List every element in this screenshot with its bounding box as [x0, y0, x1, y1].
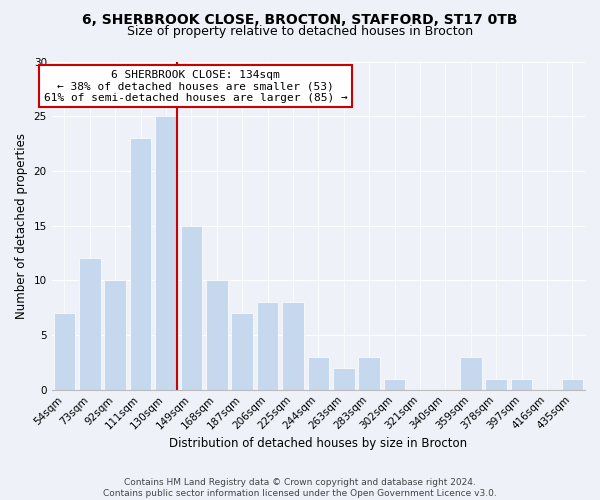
Bar	[79, 258, 101, 390]
Bar	[511, 379, 532, 390]
Text: Size of property relative to detached houses in Brocton: Size of property relative to detached ho…	[127, 25, 473, 38]
Bar	[155, 116, 177, 390]
Bar	[333, 368, 355, 390]
Bar	[384, 379, 406, 390]
Bar	[282, 302, 304, 390]
Bar	[308, 357, 329, 390]
Bar	[181, 226, 202, 390]
Text: 6 SHERBROOK CLOSE: 134sqm
← 38% of detached houses are smaller (53)
61% of semi-: 6 SHERBROOK CLOSE: 134sqm ← 38% of detac…	[44, 70, 347, 103]
Y-axis label: Number of detached properties: Number of detached properties	[15, 132, 28, 318]
Bar	[232, 313, 253, 390]
Bar	[104, 280, 126, 390]
Bar	[206, 280, 227, 390]
Bar	[257, 302, 278, 390]
Bar	[130, 138, 151, 390]
X-axis label: Distribution of detached houses by size in Brocton: Distribution of detached houses by size …	[169, 437, 467, 450]
Bar	[460, 357, 482, 390]
Text: Contains HM Land Registry data © Crown copyright and database right 2024.
Contai: Contains HM Land Registry data © Crown c…	[103, 478, 497, 498]
Bar	[485, 379, 507, 390]
Text: 6, SHERBROOK CLOSE, BROCTON, STAFFORD, ST17 0TB: 6, SHERBROOK CLOSE, BROCTON, STAFFORD, S…	[82, 12, 518, 26]
Bar	[562, 379, 583, 390]
Bar	[358, 357, 380, 390]
Bar	[53, 313, 75, 390]
